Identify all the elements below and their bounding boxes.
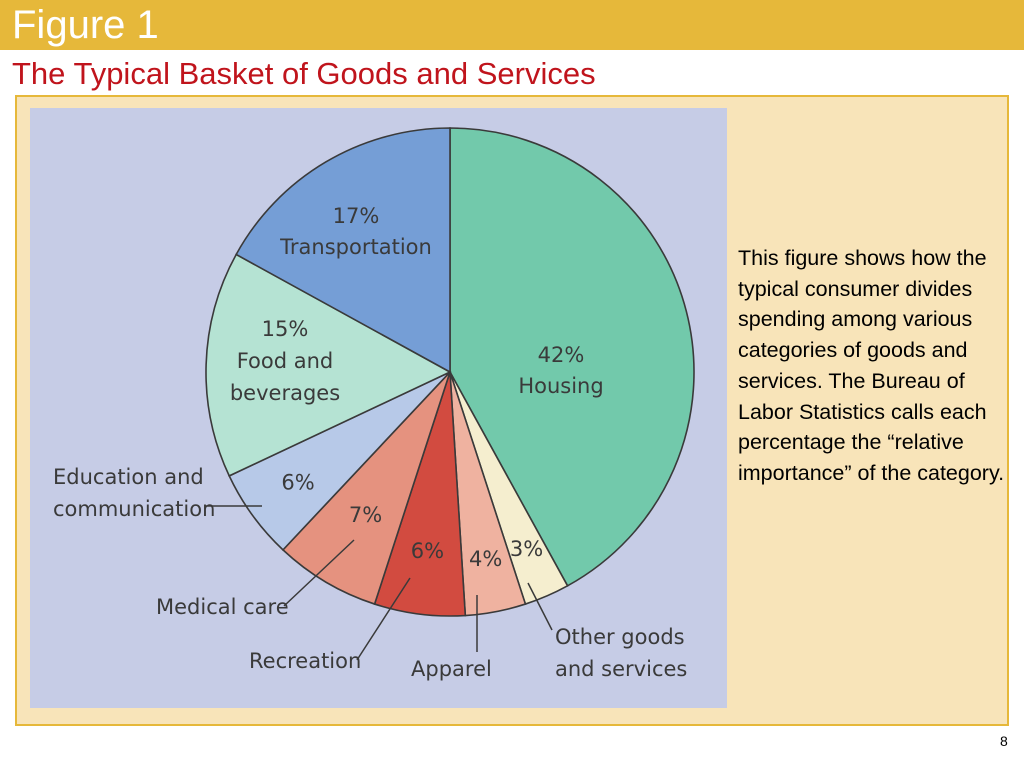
label-food-and-beverages: 15% Food and beverages: [230, 317, 340, 405]
label-other-goods-and-services: Other goods and services: [555, 625, 687, 681]
pie-slice-food-and-beverages: [205, 253, 452, 477]
figure-caption: This figure shows how the typical consum…: [738, 246, 1005, 485]
pct-apparel: 4%: [469, 547, 502, 571]
figure-subtitle: The Typical Basket of Goods and Services: [12, 56, 596, 91]
label-housing: 42% Housing: [518, 343, 603, 398]
pie-slice-transportation: [235, 127, 451, 374]
chart-area: 42% Housing 17% Transportation 15% Food and be…: [30, 108, 727, 708]
leader-recreation: [356, 577, 411, 661]
label-education-and-communication: Education and communication: [53, 465, 215, 521]
pct-education: 6%: [281, 470, 314, 494]
pct-medical-care: 7%: [349, 503, 382, 527]
leader-other-goods: [527, 582, 553, 631]
label-medical-care: Medical care: [156, 595, 289, 619]
label-apparel: Apparel: [411, 657, 492, 681]
page-number: 8: [1000, 733, 1008, 749]
label-transportation: 17% Transportation: [279, 204, 432, 259]
label-recreation: Recreation: [249, 649, 361, 673]
pct-recreation: 6%: [411, 539, 444, 563]
pie-chart: 42% Housing 17% Transportation 15% Food and be…: [53, 127, 695, 681]
leader-medical-care: [283, 539, 355, 607]
figure-title: Figure 1: [12, 3, 159, 47]
pct-other-goods: 3%: [510, 537, 543, 561]
header-bar: [0, 0, 1024, 50]
pie-slice-housing: [449, 127, 695, 587]
pie-slice-medical-care: [281, 371, 451, 606]
